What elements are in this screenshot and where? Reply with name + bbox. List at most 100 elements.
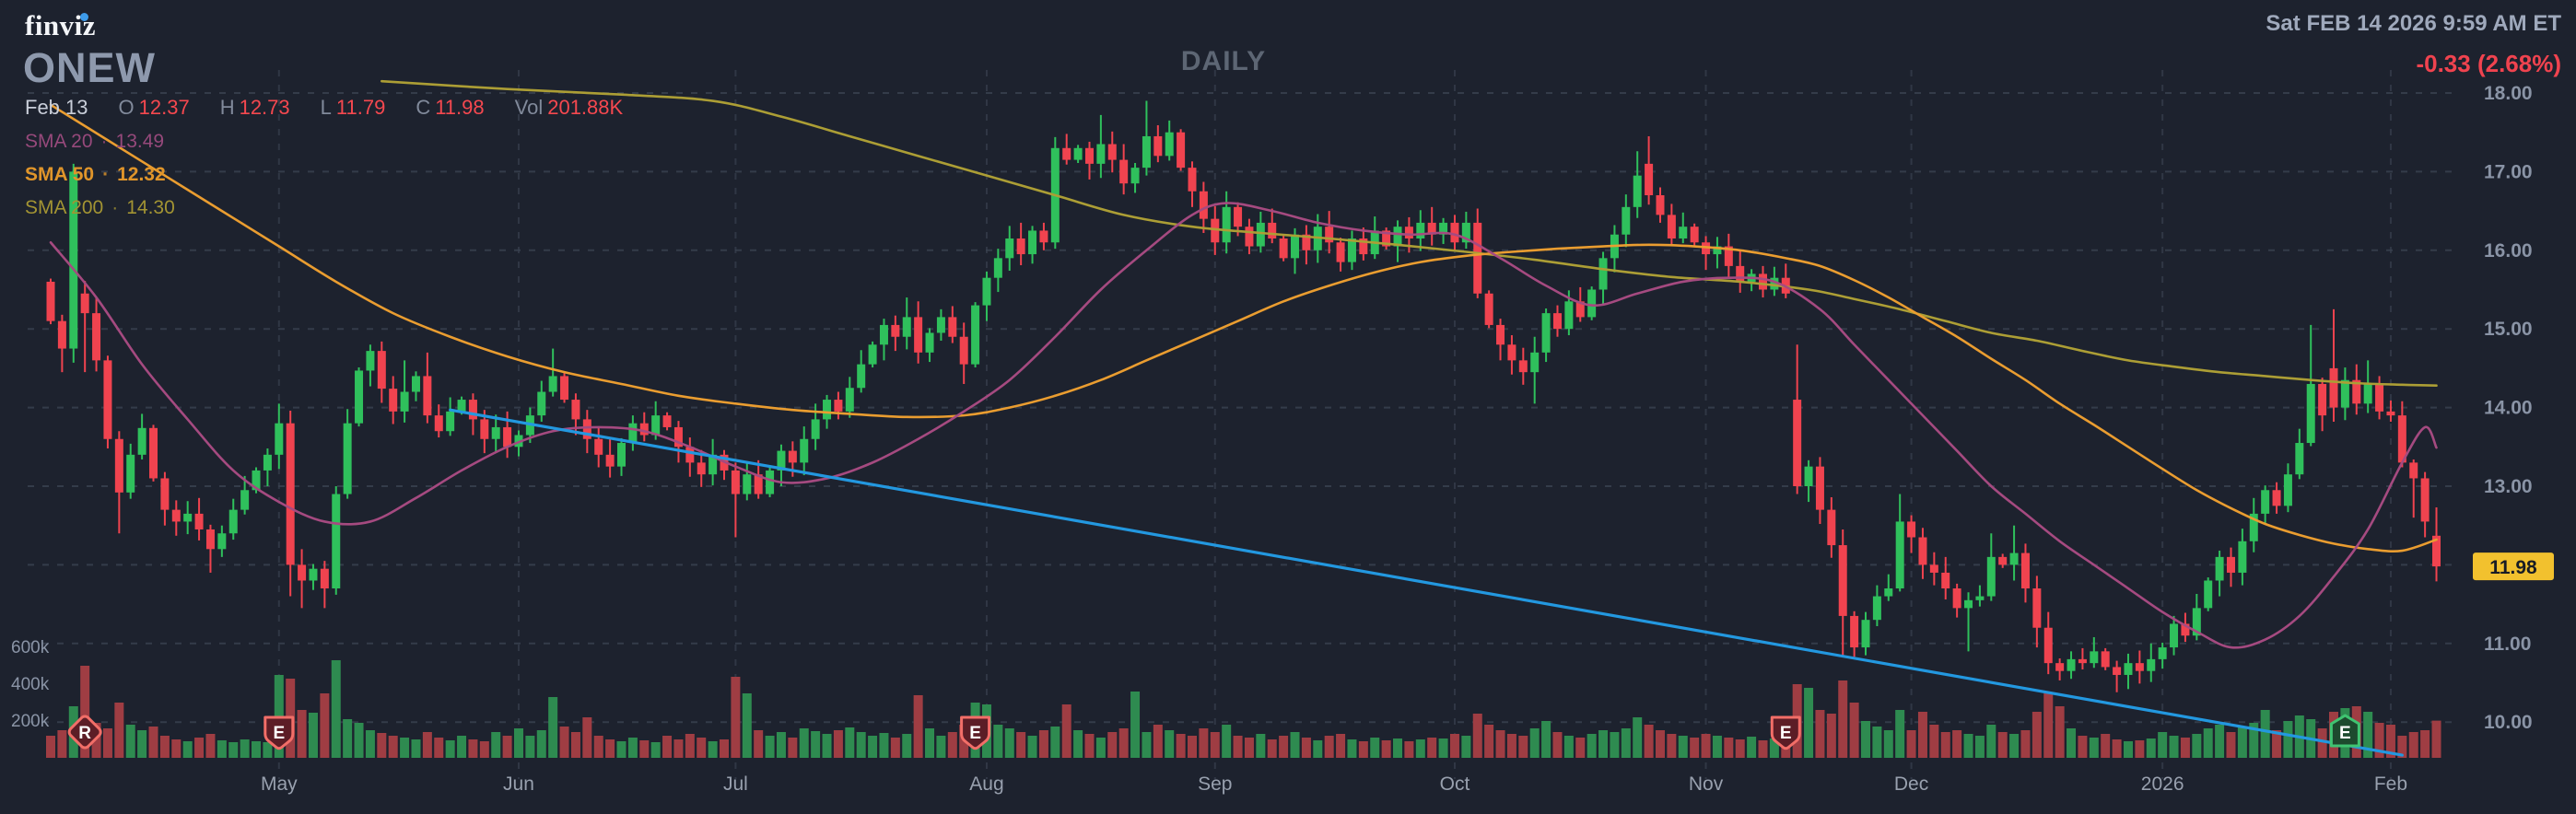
volume-bar — [252, 741, 262, 758]
candle-body — [731, 470, 740, 494]
volume-bar — [1621, 728, 1631, 758]
marker-letter: E — [273, 724, 285, 743]
candle-body — [1598, 258, 1608, 290]
candle-body — [2340, 379, 2349, 408]
volume-bar — [2431, 720, 2441, 758]
volume-bar — [1142, 732, 1152, 758]
volume-bar — [1267, 739, 1277, 758]
candle-body — [2295, 443, 2304, 475]
volume-bar — [2192, 734, 2202, 758]
volume-bar — [925, 728, 935, 758]
volume-bar — [570, 732, 580, 758]
volume-bar — [1758, 740, 1768, 758]
candle-body — [2170, 623, 2179, 648]
volume-bar — [377, 733, 387, 758]
volume-bar — [1849, 703, 1859, 758]
volume-bar — [1095, 738, 1106, 758]
volume-bar — [1495, 730, 1505, 758]
candle-body — [1416, 222, 1425, 238]
candle-body — [2409, 462, 2418, 479]
volume-bar — [1598, 730, 1609, 758]
volume-bar — [627, 738, 638, 758]
candle-body — [2352, 379, 2361, 404]
volume-bar — [2237, 727, 2247, 758]
volume-bar — [1130, 692, 1141, 758]
volume-axis-labels: 600k 400k 200k — [11, 638, 50, 731]
finviz-logo[interactable]: finviz — [25, 9, 96, 42]
volume-bar — [639, 740, 650, 758]
volume-bar — [662, 736, 673, 758]
candle-body — [914, 317, 923, 353]
volume-bar — [80, 666, 90, 758]
volume-bar — [1804, 688, 1814, 758]
candle-body — [2272, 490, 2281, 506]
candle-body — [2283, 474, 2292, 506]
volume-bar — [582, 717, 592, 758]
candle-body — [1872, 596, 1881, 621]
shield-badge-icon — [1770, 715, 1801, 750]
candle-body — [936, 317, 945, 333]
volume-bar — [445, 740, 455, 758]
candle-body — [343, 423, 352, 494]
volume-bar — [1438, 738, 1448, 758]
volume-bar — [1690, 738, 1700, 758]
price-axis-label: 11.00 — [2484, 634, 2531, 655]
candle-body — [823, 400, 832, 420]
candle-body — [228, 509, 238, 534]
volume-bar — [1610, 732, 1620, 758]
candle-body — [1107, 144, 1117, 160]
sma20-line — [49, 202, 2438, 649]
sma50-line — [49, 103, 2438, 552]
candle-body — [777, 450, 786, 471]
volume-bar — [1484, 725, 1494, 758]
volume-bar — [1016, 732, 1026, 758]
candle-body — [194, 513, 204, 529]
volume-bar — [902, 734, 912, 758]
volume-bar — [1644, 725, 1654, 758]
candle-body — [1518, 360, 1528, 373]
candle-body — [2226, 556, 2235, 573]
candle-body — [1130, 168, 1140, 184]
diamond-badge-icon — [67, 715, 102, 750]
ticker-symbol: ONEW — [23, 44, 156, 91]
close-label: C — [416, 96, 431, 119]
candle-body — [582, 419, 591, 439]
volume-bar — [947, 732, 957, 758]
candle-body — [1336, 242, 1345, 262]
pentagon-badge-icon — [2329, 714, 2360, 748]
candle-body — [1473, 222, 1482, 294]
volume-bar — [868, 736, 878, 758]
candle-body — [617, 443, 626, 467]
candle-body — [298, 564, 307, 581]
ohlc-info-row: Feb 13 O 12.37 H 12.73 L 11.79 C 11.98 Vol 20… — [25, 96, 623, 120]
candle-body — [1804, 466, 1813, 486]
last-price-tag-bg — [2473, 552, 2554, 581]
candle-body — [252, 470, 261, 491]
volume-bar — [1290, 732, 1300, 758]
candle-body — [1484, 293, 1493, 325]
candle-body — [2181, 623, 2190, 636]
candle-body — [1770, 277, 1779, 290]
volume-bar — [1461, 736, 1471, 758]
candle-body — [2020, 552, 2030, 589]
volume-bar — [1370, 738, 1380, 758]
candle-body — [400, 391, 409, 412]
volume-bar — [559, 727, 569, 758]
price-axis-label: 15.00 — [2484, 319, 2533, 340]
candle-body — [1964, 599, 1973, 609]
volume-bar — [890, 738, 900, 758]
candle-body — [1633, 175, 1642, 207]
volume-bar — [993, 725, 1003, 758]
candle-body — [594, 438, 603, 455]
volume-bar — [2078, 736, 2088, 758]
candle-body — [1895, 521, 1904, 589]
volume-bar — [525, 736, 535, 758]
candle-body — [1028, 230, 1037, 255]
volume-bar — [468, 739, 478, 758]
sma200-line — [381, 79, 2438, 387]
volume-bar — [400, 738, 410, 758]
candle-body — [743, 474, 752, 494]
volume-bar — [354, 723, 364, 758]
volume-bar — [2283, 721, 2293, 758]
